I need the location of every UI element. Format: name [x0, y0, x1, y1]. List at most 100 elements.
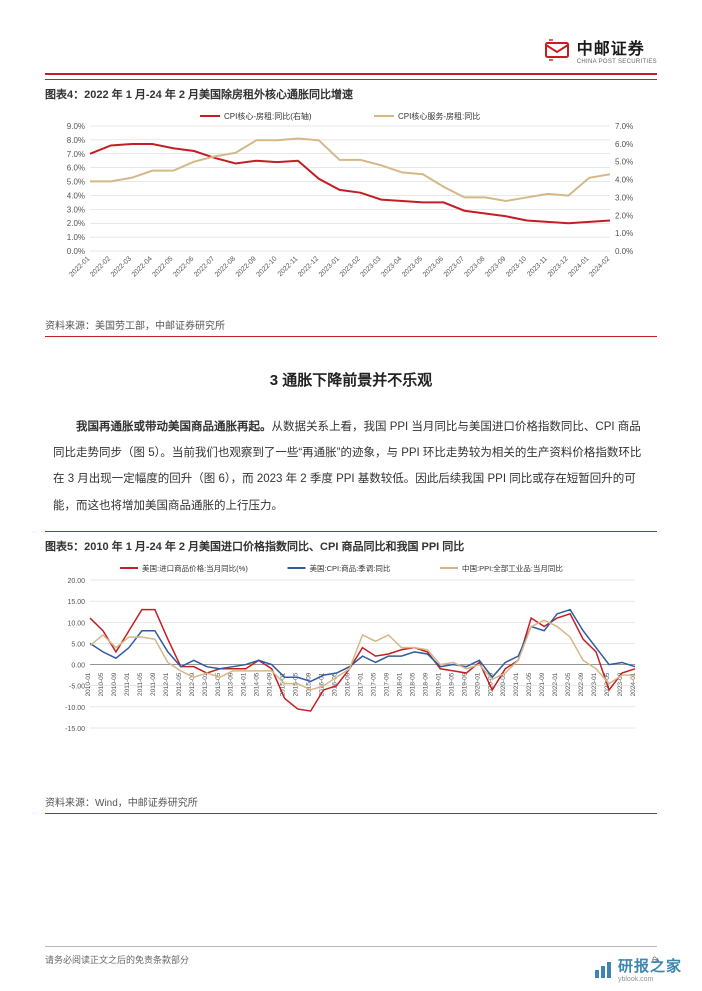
svg-text:2022-04: 2022-04: [131, 255, 154, 278]
svg-text:2021-05: 2021-05: [526, 672, 533, 696]
chart5-title-bar: 图表5：2010 年 1 月-24 年 2 月美国进口价格指数同比、CPI 商品…: [45, 531, 657, 558]
svg-text:2022-11: 2022-11: [277, 255, 300, 278]
svg-text:2023-08: 2023-08: [463, 255, 486, 278]
svg-text:3.0%: 3.0%: [67, 205, 85, 214]
svg-text:2023-02: 2023-02: [339, 255, 362, 278]
svg-text:2018-05: 2018-05: [409, 672, 416, 696]
svg-text:CPI核心服务-房租:同比: CPI核心服务-房租:同比: [398, 111, 480, 121]
svg-text:2022-02: 2022-02: [89, 255, 112, 278]
svg-text:2021-09: 2021-09: [539, 672, 546, 696]
svg-text:4.0%: 4.0%: [67, 191, 85, 200]
svg-text:1.0%: 1.0%: [615, 229, 633, 238]
chart4-title-bar: 图表4：2022 年 1 月-24 年 2 月美国除房租外核心通胀同比增速: [45, 79, 657, 106]
svg-text:-15.00: -15.00: [65, 726, 85, 733]
svg-text:2019-05: 2019-05: [448, 672, 455, 696]
svg-text:2011-09: 2011-09: [150, 672, 157, 696]
svg-text:2023-10: 2023-10: [505, 255, 528, 278]
svg-text:2015-09: 2015-09: [306, 672, 313, 696]
svg-text:6.0%: 6.0%: [67, 163, 85, 172]
svg-text:2023-05: 2023-05: [401, 255, 424, 278]
chart5-svg: -15.00-10.00-5.000.005.0010.0015.0020.00…: [45, 558, 655, 783]
svg-text:2012-01: 2012-01: [163, 672, 170, 696]
svg-text:2014-05: 2014-05: [254, 672, 261, 696]
svg-text:2021-01: 2021-01: [513, 672, 520, 696]
svg-text:2022-08: 2022-08: [214, 255, 237, 278]
watermark: 研报之家 yblook.com: [592, 955, 682, 983]
header-divider: [45, 73, 657, 75]
page-footer: 请务必阅读正文之后的免责条款部分 6: [45, 946, 657, 966]
postal-logo-icon: [543, 38, 571, 62]
svg-text:2.0%: 2.0%: [615, 211, 633, 220]
svg-text:3.0%: 3.0%: [615, 193, 633, 202]
svg-text:2019-01: 2019-01: [435, 672, 442, 696]
svg-text:0.0%: 0.0%: [67, 247, 85, 256]
chart5-container: -15.00-10.00-5.000.005.0010.0015.0020.00…: [45, 558, 657, 788]
svg-text:2010-05: 2010-05: [98, 672, 105, 696]
chart4-container: 0.0% 1.0% 2.0% 3.0% 4.0% 5.0% 6.0% 7.0% 8.0% 9.0%…: [45, 106, 657, 311]
svg-text:5.00: 5.00: [71, 642, 85, 649]
svg-text:20.00: 20.00: [67, 578, 85, 585]
svg-text:2.0%: 2.0%: [67, 219, 85, 228]
section3-paragraph: 我国再通胀或带动美国商品通胀再起。从数据关系上看，我国 PPI 当月同比与美国进…: [45, 414, 657, 520]
svg-text:2010-01: 2010-01: [85, 672, 92, 696]
svg-text:2022-03: 2022-03: [110, 255, 133, 278]
svg-text:-10.00: -10.00: [65, 705, 85, 712]
svg-text:5.0%: 5.0%: [67, 177, 85, 186]
svg-text:2023-12: 2023-12: [547, 255, 570, 278]
svg-text:10.00: 10.00: [67, 621, 85, 628]
svg-text:2013-01: 2013-01: [202, 672, 209, 696]
watermark-en: yblook.com: [618, 976, 682, 983]
svg-text:2022-05: 2022-05: [151, 255, 174, 278]
svg-text:中国:PPI:全部工业品:当月同比: 中国:PPI:全部工业品:当月同比: [462, 563, 563, 573]
svg-text:2023-03: 2023-03: [359, 255, 382, 278]
svg-text:2014-01: 2014-01: [241, 672, 248, 696]
svg-text:2023-06: 2023-06: [422, 255, 445, 278]
svg-text:2014-09: 2014-09: [267, 672, 274, 696]
svg-text:2018-01: 2018-01: [396, 672, 403, 696]
svg-text:2023-07: 2023-07: [443, 255, 466, 278]
svg-text:2022-01: 2022-01: [68, 255, 91, 278]
svg-text:2023-11: 2023-11: [526, 255, 549, 278]
svg-text:2023-01: 2023-01: [318, 255, 341, 278]
svg-text:2022-05: 2022-05: [565, 672, 572, 696]
svg-text:2017-01: 2017-01: [358, 672, 365, 696]
svg-text:2022-01: 2022-01: [552, 672, 559, 696]
svg-text:2022-07: 2022-07: [193, 255, 216, 278]
svg-text:7.0%: 7.0%: [615, 122, 633, 131]
svg-text:2023-01: 2023-01: [591, 672, 598, 696]
svg-text:2022-10: 2022-10: [255, 255, 278, 278]
svg-text:2022-09: 2022-09: [235, 255, 258, 278]
svg-text:6.0%: 6.0%: [615, 139, 633, 148]
svg-text:1.0%: 1.0%: [67, 233, 85, 242]
svg-text:2020-01: 2020-01: [474, 672, 481, 696]
brand-header: 中邮证券 CHINA POST SECURITIES: [45, 35, 657, 65]
svg-text:美国:进口商品价格:当月同比(%): 美国:进口商品价格:当月同比(%): [142, 563, 248, 573]
svg-text:2017-09: 2017-09: [383, 672, 390, 696]
svg-text:2010-09: 2010-09: [111, 672, 118, 696]
page-container: 中邮证券 CHINA POST SECURITIES 图表4：2022 年 1 …: [0, 0, 702, 991]
svg-text:-5.00: -5.00: [69, 684, 85, 691]
svg-text:9.0%: 9.0%: [67, 122, 85, 131]
svg-text:2023-09: 2023-09: [484, 255, 507, 278]
svg-text:8.0%: 8.0%: [67, 135, 85, 144]
svg-text:2019-09: 2019-09: [461, 672, 468, 696]
svg-text:0.00: 0.00: [71, 663, 85, 670]
svg-text:2022-12: 2022-12: [297, 255, 320, 278]
chart5-source: 资料来源：Wind，中邮证券研究所: [45, 788, 657, 814]
section3-bold: 我国再通胀或带动美国商品通胀再起。: [76, 421, 272, 433]
brand-name-en: CHINA POST SECURITIES: [577, 59, 657, 65]
svg-text:2023-04: 2023-04: [380, 255, 403, 278]
footer-disclaimer: 请务必阅读正文之后的免责条款部分: [45, 953, 189, 966]
brand-logo: 中邮证券 CHINA POST SECURITIES: [543, 35, 657, 65]
watermark-cn: 研报之家: [618, 955, 682, 976]
svg-text:2024-02: 2024-02: [588, 255, 611, 278]
svg-text:2011-05: 2011-05: [137, 672, 144, 696]
chart4-svg: 0.0% 1.0% 2.0% 3.0% 4.0% 5.0% 6.0% 7.0% 8.0% 9.0%…: [45, 106, 655, 306]
chart4-source: 资料来源：美国劳工部，中邮证券研究所: [45, 311, 657, 337]
svg-text:CPI核心-房租:同比(右轴): CPI核心-房租:同比(右轴): [224, 111, 312, 121]
svg-text:2013-09: 2013-09: [228, 672, 235, 696]
svg-text:美国:CPI:商品:季调:同比: 美国:CPI:商品:季调:同比: [310, 563, 391, 573]
svg-text:4.0%: 4.0%: [615, 175, 633, 184]
svg-text:2011-01: 2011-01: [124, 672, 131, 696]
svg-text:7.0%: 7.0%: [67, 149, 85, 158]
